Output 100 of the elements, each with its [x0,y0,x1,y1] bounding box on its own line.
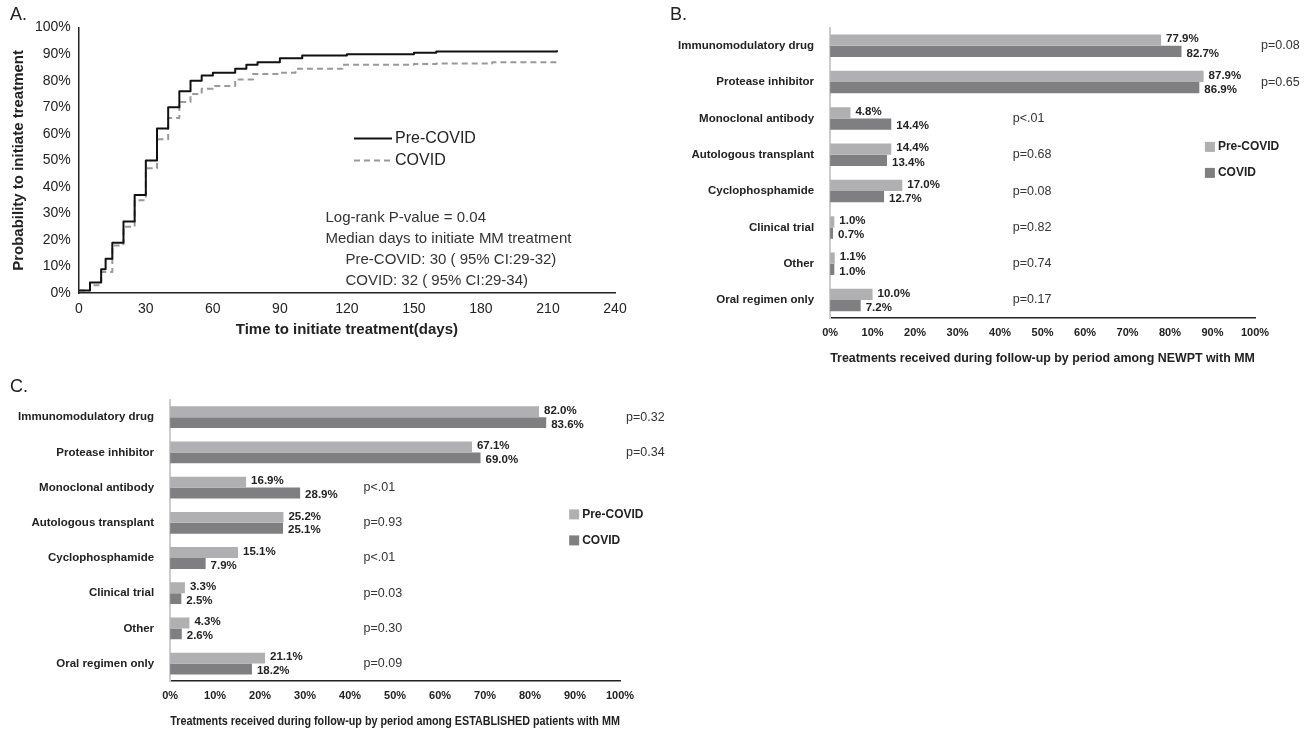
data-label: 2.6% [186,629,213,642]
annotation: p=0.74 [1012,256,1052,271]
annotation: Pre-COVID: 30 ( 95% CI:29-32) [345,250,557,268]
y-tick-label: Clinical trial [748,220,815,233]
bar [830,107,851,119]
bar [830,45,1182,58]
x-tick-label: 70% [1116,325,1139,338]
data-label: 4.8% [855,104,882,117]
data-label: 16.9% [251,474,284,487]
bar [830,288,873,301]
bar [830,118,892,130]
x-tick-label: 50% [1031,325,1054,338]
data-label: 4.3% [194,615,221,628]
bar [170,628,182,640]
legend-label: COVID [582,532,621,547]
x-axis-title: Time to initiate treatment(days) [235,320,459,338]
data-label: 3.3% [189,579,217,592]
y-tick-label: Autologous transplant [31,515,155,528]
annotation: p<.01 [1012,110,1045,125]
x-tick-label: 80% [1159,325,1182,338]
bar [830,70,1204,83]
y-tick-label: Other [123,621,155,634]
bar [830,82,1200,94]
x-tick-label: 90% [1201,325,1224,338]
y-tick-label: Cyclophosphamide [708,184,815,197]
annotation: Log-rank P-value = 0.04 [325,208,486,226]
data-label: 21.1% [270,650,303,663]
x-tick-label: 80% [519,688,542,701]
data-label: 77.9% [1166,32,1199,45]
data-label: 83.6% [551,417,584,430]
data-label: 2.5% [186,593,213,606]
x-tick-label: 30% [946,325,969,338]
data-label: 10.0% [877,286,911,299]
bar [830,191,885,203]
y-tick-label: 20% [42,230,71,247]
bar [170,652,266,664]
x-tick-label: 30 [138,300,154,317]
bar [170,663,252,675]
x-tick-label: 90% [563,688,587,701]
x-tick-label: 180 [469,300,493,317]
data-label: 1.0% [839,213,866,226]
x-tick-label: 210 [536,300,560,317]
bar [170,487,301,499]
bar [170,522,284,534]
y-tick-label: 80% [42,71,71,88]
y-tick-label: 40% [42,177,71,194]
annotation: p=0.93 [363,515,403,530]
data-label: 25.2% [288,509,322,522]
y-tick-label: Clinical trial [88,586,155,599]
bar [170,452,481,464]
annotation: p=0.03 [363,585,403,600]
text: p=0.65 [1261,74,1300,89]
y-tick-label: Autologous transplant [691,147,815,160]
data-label: 86.9% [1204,82,1237,95]
data-label: 14.4% [896,119,929,132]
data-label: 87.9% [1208,68,1242,81]
text: B. [670,3,688,24]
data-label: 1.1% [839,250,866,263]
x-tick-label: 60% [429,688,452,701]
x-tick-label: 240 [603,300,627,317]
x-tick-label: 40% [339,688,362,701]
x-tick-label: 90 [272,300,288,317]
legend-label: Pre-COVID [1217,139,1280,154]
annotation: p=0.30 [363,620,403,635]
legend-label: Pre-COVID [395,128,476,146]
data-label: 0.7% [838,228,865,241]
y-tick-label: Immunomodulatory drug [677,38,815,51]
chart-title: A. [10,3,28,24]
legend-label: COVID [395,150,446,168]
annotation: p=0.09 [363,656,403,671]
y-tick-label: 50% [42,151,71,168]
bar [170,582,185,594]
y-tick-label: Monoclonal antibody [699,111,815,124]
x-tick-label: 20% [249,688,272,701]
x-tick-label: 100% [1240,325,1270,338]
bar [170,547,239,558]
data-label: 13.4% [892,155,925,168]
y-tick-label: 100% [34,18,71,35]
y-tick-label: 70% [42,98,71,115]
bar [170,476,247,488]
y-tick-label: 10% [42,257,71,274]
data-label: 7.9% [210,558,237,571]
x-tick-label: 0% [822,325,839,338]
x-tick-label: 10% [204,688,227,701]
y-tick-label: Other [783,256,815,269]
bar [830,252,835,264]
x-tick-label: 30% [294,688,317,701]
y-axis-title: Probability to initiate treatment [9,49,27,271]
x-tick-label: 150 [402,300,426,317]
x-tick-label: 0% [162,688,179,701]
data-label: 7.2% [865,300,892,313]
data-label: 17.0% [907,177,940,190]
y-tick-label: 60% [42,124,71,141]
annotation: COVID: 32 ( 95% CI:29-34) [345,271,529,289]
data-label: 69.0% [485,453,519,466]
x-tick-label: 10% [861,325,884,338]
data-label: 15.1% [243,544,276,557]
y-tick-label: 0% [50,284,71,301]
x-axis-title: Treatments received during follow-up by period among NEWPT with MM [830,349,1255,365]
annotation: p<.01 [363,550,396,565]
